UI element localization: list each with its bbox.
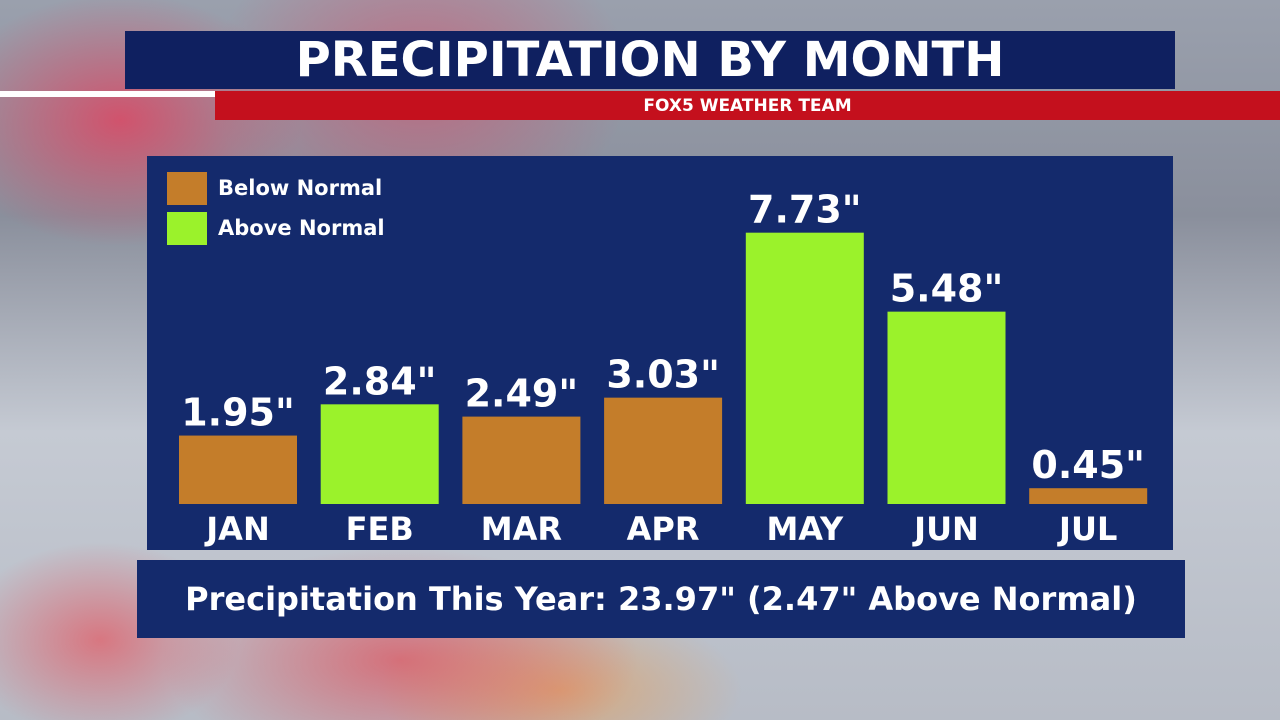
tick-label-feb: FEB bbox=[346, 510, 414, 548]
tick-label-apr: APR bbox=[627, 510, 700, 548]
tick-label-jun: JUN bbox=[912, 510, 979, 548]
subtitle-banner: FOX5 WEATHER TEAM bbox=[215, 91, 1280, 120]
bar-feb bbox=[320, 404, 439, 504]
bar-apr bbox=[604, 397, 723, 504]
value-label-jul: 0.45" bbox=[1031, 443, 1145, 487]
tick-label-mar: MAR bbox=[481, 510, 562, 548]
legend-item-above: Above Normal bbox=[167, 208, 385, 248]
legend-swatch-above bbox=[167, 211, 207, 245]
value-label-mar: 2.49" bbox=[465, 372, 579, 416]
bar-mar bbox=[462, 416, 581, 504]
legend-label-above: Above Normal bbox=[218, 216, 385, 240]
bar-jan bbox=[179, 435, 297, 504]
bar-may bbox=[745, 232, 864, 504]
legend-label-below: Below Normal bbox=[218, 176, 383, 200]
legend: Below Normal Above Normal bbox=[167, 168, 385, 248]
divider-line bbox=[0, 91, 215, 97]
value-label-feb: 2.84" bbox=[323, 359, 437, 403]
value-label-may: 7.73" bbox=[748, 188, 862, 232]
chart-title: PRECIPITATION BY MONTH bbox=[295, 32, 1005, 88]
summary-text: Precipitation This Year: 23.97" (2.47" A… bbox=[185, 580, 1137, 618]
tick-label-may: MAY bbox=[766, 510, 844, 548]
value-label-jan: 1.95" bbox=[181, 391, 295, 435]
value-label-apr: 3.03" bbox=[606, 353, 720, 397]
title-banner: PRECIPITATION BY MONTH bbox=[125, 31, 1175, 89]
tick-label-jul: JUL bbox=[1057, 510, 1117, 548]
bar-jul bbox=[1029, 488, 1148, 504]
value-label-jun: 5.48" bbox=[890, 267, 1004, 311]
bar-jun bbox=[887, 311, 1006, 504]
station-credit: FOX5 WEATHER TEAM bbox=[643, 95, 852, 116]
summary-banner: Precipitation This Year: 23.97" (2.47" A… bbox=[137, 560, 1185, 638]
legend-swatch-below bbox=[167, 171, 207, 205]
chart-panel: 1.95" JAN 2.84" FEB 2.49" MAR 3.03" APR 7.73" MAY… bbox=[147, 156, 1173, 550]
bar-chart: 1.95" JAN 2.84" FEB 2.49" MAR 3.03" APR 7.73" MAY… bbox=[179, 188, 1148, 548]
legend-item-below: Below Normal bbox=[167, 168, 385, 208]
tick-label-jan: JAN bbox=[204, 510, 269, 548]
